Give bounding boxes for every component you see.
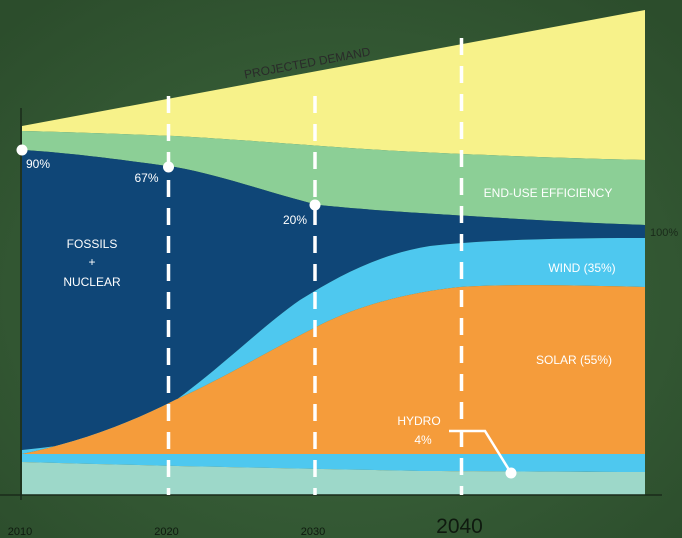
x-tick-label-2020: 2020 [154, 526, 178, 538]
label-fossils-line2: + [88, 255, 95, 269]
fossil-share-point-2030 [309, 199, 321, 211]
area-solar [22, 285, 645, 454]
label-fossils-line3: NUCLEAR [63, 275, 121, 289]
area-wind [22, 238, 645, 454]
area-hydro-band [22, 454, 645, 472]
label-wind: WIND (35%) [548, 261, 615, 275]
x-tick-label-2040: 2040 [436, 515, 483, 538]
label-end-use-efficiency: END-USE EFFICIENCY [484, 186, 613, 200]
area-projected-demand [22, 10, 645, 160]
fossil-share-label-2030: 20% [283, 213, 307, 227]
fossil-share-label-2020: 67% [135, 171, 159, 185]
fossil-share-point-2020 [163, 161, 174, 173]
hydro-leader-dot [505, 467, 517, 479]
fossil-share-label-2010: 90% [26, 157, 50, 171]
label-fossils-line1: FOSSILS [67, 237, 118, 251]
area-end-use-efficiency [22, 131, 645, 225]
label-hydro-line2: 4% [414, 433, 432, 447]
label-renewables-end: 100% [650, 227, 678, 239]
area-fossils-nuclear [22, 150, 645, 450]
label-solar: SOLAR (55%) [536, 353, 612, 367]
area-hydro [22, 462, 645, 495]
label-hydro-line1: HYDRO [397, 414, 440, 428]
hydro-leader-line [449, 429, 513, 474]
x-tick-label-2030: 2030 [301, 526, 325, 538]
fossil-share-point-2010 [16, 144, 28, 156]
x-tick-label-2010: 2010 [8, 526, 32, 538]
